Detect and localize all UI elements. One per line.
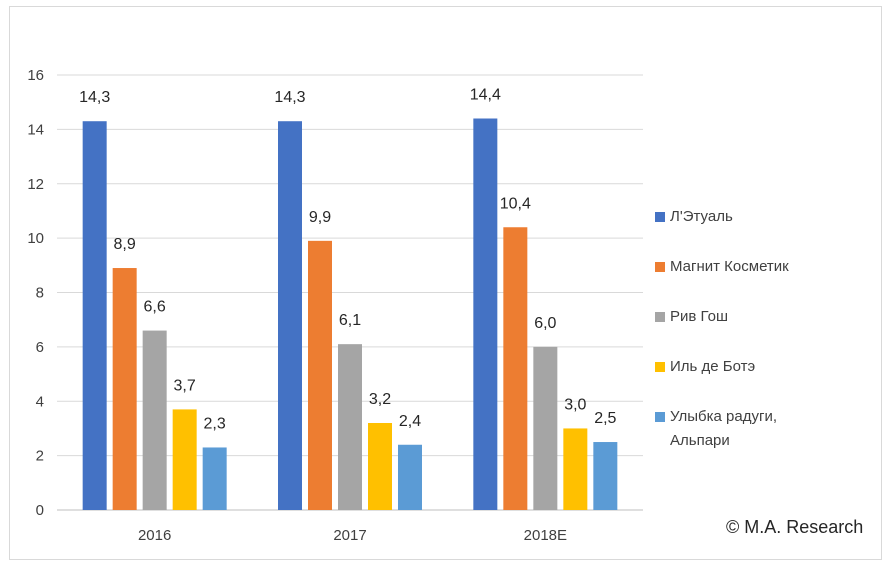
y-tick-label: 10 <box>27 230 44 247</box>
data-label: 6,6 <box>144 299 166 316</box>
y-tick-label: 2 <box>36 448 44 465</box>
x-tick-label: 2018E <box>524 527 567 544</box>
legend-item-ulybka-raduga: Улыбка радуги, Альпари <box>655 405 835 453</box>
legend-swatch-riv-gauche <box>655 312 665 322</box>
data-label: 3,2 <box>369 391 391 408</box>
data-label: 3,0 <box>564 396 586 413</box>
legend-swatch-il-de-beaute <box>655 362 665 372</box>
y-tick-label: 16 <box>27 67 44 84</box>
data-label: 2,5 <box>594 410 616 427</box>
data-label: 14,3 <box>79 89 110 106</box>
bar <box>338 344 362 510</box>
legend-label-magnit: Магнит Косметик <box>670 258 789 275</box>
data-label: 6,1 <box>339 312 361 329</box>
bar <box>398 444 422 510</box>
x-tick-label: 2016 <box>138 527 171 544</box>
y-tick-label: 0 <box>36 502 44 519</box>
bar <box>593 442 618 510</box>
data-label: 3,7 <box>174 377 196 394</box>
data-label: 9,9 <box>309 209 331 226</box>
bar <box>142 330 167 510</box>
data-label: 2,4 <box>399 413 421 430</box>
bar <box>172 409 197 510</box>
bar <box>112 268 137 510</box>
bar <box>308 240 332 510</box>
data-label: 14,4 <box>470 87 501 104</box>
legend-swatch-magnit <box>655 262 665 272</box>
y-tick-label: 6 <box>36 339 44 356</box>
y-tick-label: 8 <box>36 285 44 302</box>
legend-item-magnit: Магнит Косметик <box>655 255 880 279</box>
legend-label-il-de-beaute: Иль де Ботэ <box>670 358 756 375</box>
y-tick-label: 14 <box>27 121 44 138</box>
y-tick-label: 12 <box>27 176 44 193</box>
legend-label-riv-gauche: Рив Гош <box>670 308 729 325</box>
legend-swatch-ulybka-raduga <box>655 412 665 422</box>
legend-swatch-letual <box>655 212 665 222</box>
legend-label-ulybka-raduga: Улыбка радуги, Альпари <box>670 408 778 449</box>
data-label: 6,0 <box>534 315 556 332</box>
bar <box>563 428 588 510</box>
bar <box>202 447 227 510</box>
copyright-notice: © M.A. Research <box>726 517 864 537</box>
bar <box>533 346 558 510</box>
bar <box>368 423 392 510</box>
data-label: 8,9 <box>114 236 136 253</box>
legend-item-riv-gauche: Рив Гош <box>655 305 880 329</box>
bar <box>278 121 302 510</box>
legend: Л'Этуаль Магнит Косметик Рив Гош Иль де … <box>655 205 880 479</box>
bar <box>503 227 528 510</box>
data-label: 2,3 <box>204 415 226 432</box>
legend-label-letual: Л'Этуаль <box>670 208 733 225</box>
data-label: 10,4 <box>500 195 531 212</box>
legend-item-il-de-beaute: Иль де Ботэ <box>655 355 880 379</box>
data-label: 14,3 <box>274 89 305 106</box>
x-tick-label: 2017 <box>333 527 366 544</box>
legend-item-letual: Л'Этуаль <box>655 205 880 229</box>
bar <box>82 121 107 510</box>
bar <box>473 118 498 510</box>
y-tick-label: 4 <box>36 393 44 410</box>
